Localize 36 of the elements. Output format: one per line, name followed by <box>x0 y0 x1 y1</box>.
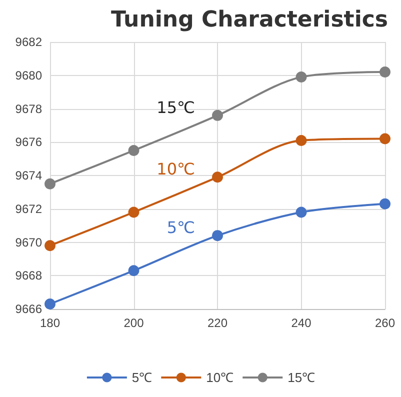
point <box>212 110 223 121</box>
y-tick-label: 9682 <box>15 35 42 49</box>
point <box>296 206 307 218</box>
y-tick-label: 9674 <box>15 168 42 182</box>
x-tick-label: 220 <box>207 316 228 330</box>
y-tick-label: 9666 <box>15 302 42 316</box>
point <box>212 172 223 183</box>
y-tick-label: 9676 <box>15 135 42 150</box>
legend-label: 15℃ <box>288 370 316 385</box>
point <box>296 72 307 83</box>
legend-label: 5℃ <box>132 370 152 385</box>
point <box>212 230 223 242</box>
text: 10℃ <box>156 160 195 179</box>
x-tick-label: 200 <box>124 316 144 330</box>
point <box>128 265 140 276</box>
text: 15℃ <box>156 98 195 117</box>
point <box>44 298 56 310</box>
point <box>380 198 390 210</box>
point <box>128 206 140 218</box>
y-tick-label: 9672 <box>15 202 42 216</box>
point <box>44 178 56 190</box>
chart-title: Tuning Characteristics <box>110 8 388 32</box>
y-tick-label: 9668 <box>15 268 42 283</box>
y-tick-label: 9680 <box>15 68 42 82</box>
point <box>296 134 307 146</box>
y-tick-label: 9670 <box>15 235 42 250</box>
point <box>380 66 390 78</box>
point <box>128 144 140 156</box>
point <box>44 240 56 252</box>
legend-label: 10℃ <box>206 370 234 385</box>
y-tick-label: 9678 <box>15 102 42 116</box>
point <box>380 133 390 144</box>
x-tick-label: 240 <box>291 316 312 330</box>
text: 5℃ <box>166 218 195 238</box>
x-tick-label: 180 <box>40 316 60 330</box>
x-tick-label: 260 <box>374 316 396 330</box>
